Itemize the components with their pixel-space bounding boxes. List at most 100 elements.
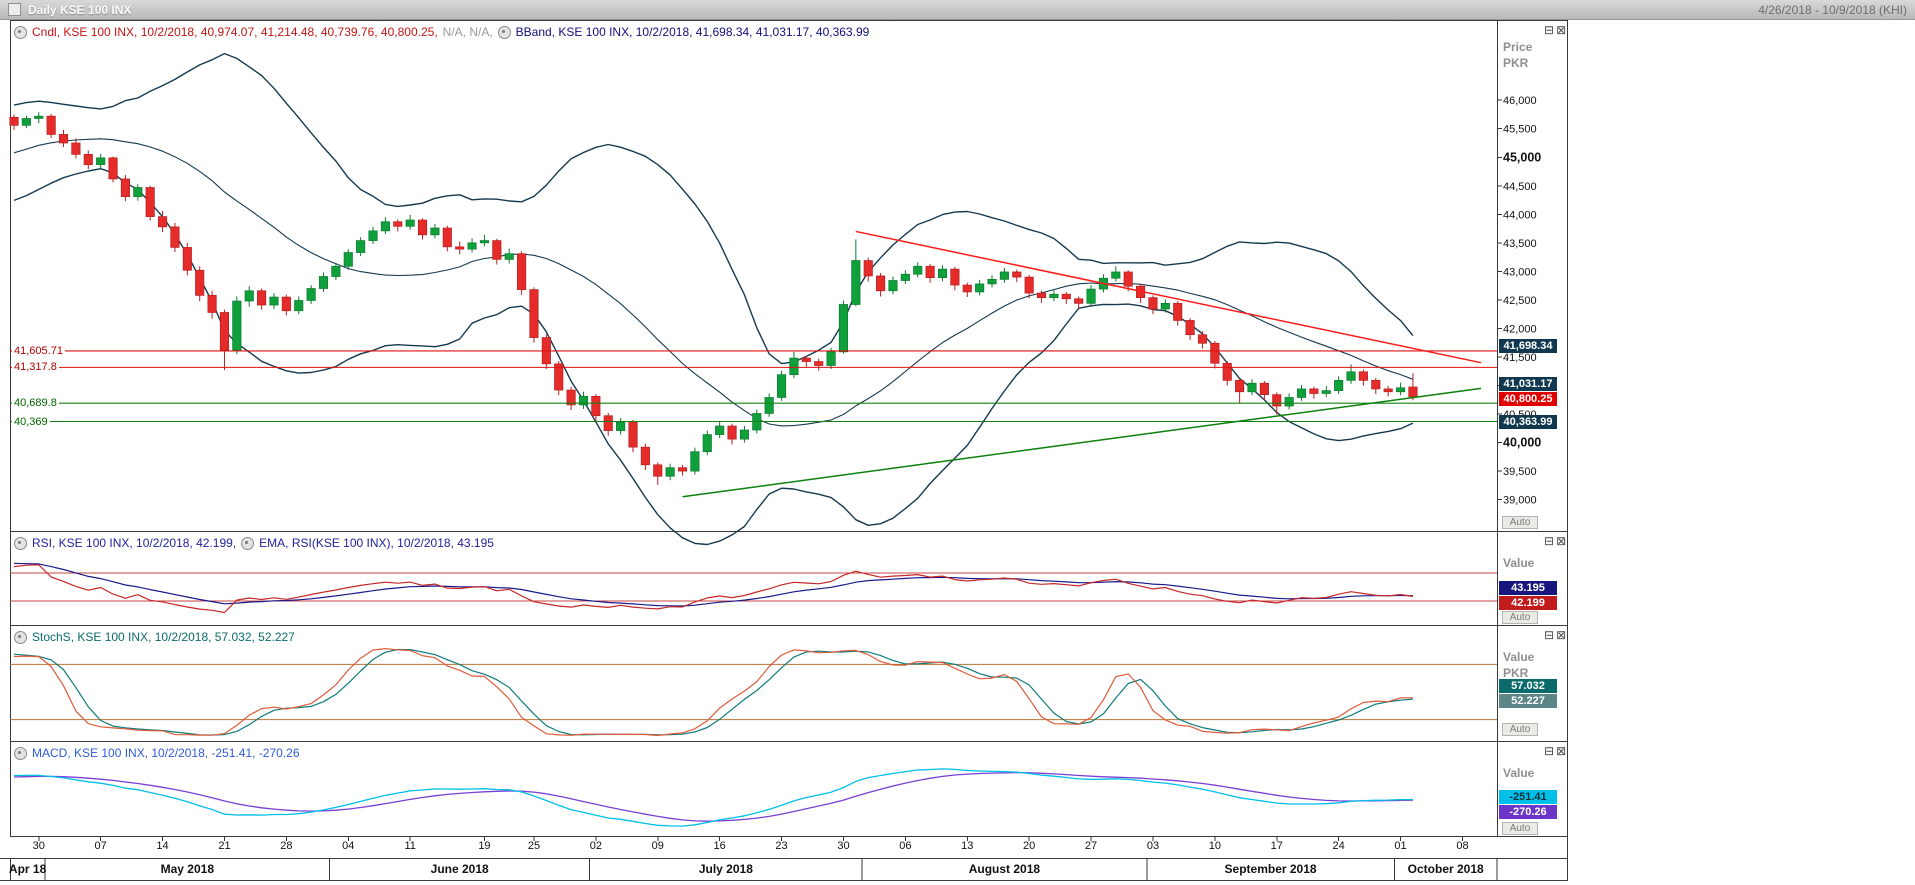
price-tick-label: 45,500 <box>1503 124 1537 136</box>
date-tick-label: 24 <box>1332 840 1345 852</box>
support-line-label[interactable]: 40,689.8 <box>12 396 59 411</box>
series-flag-icon[interactable] <box>14 536 27 550</box>
macd-axis-auto-button[interactable]: Auto <box>1502 822 1538 835</box>
close-pane-icon[interactable]: ⊠ <box>1556 628 1569 642</box>
month-label: October 2018 <box>1407 862 1484 876</box>
series-flag-icon[interactable] <box>14 25 27 39</box>
price-tick-label: 45,000 <box>1503 150 1541 164</box>
trendline-downtrend[interactable] <box>855 230 1482 364</box>
minimize-pane-icon[interactable]: ⊟ <box>1544 23 1557 37</box>
price-tick-label: 46,000 <box>1503 95 1537 107</box>
close-pane-icon[interactable]: ⊠ <box>1556 23 1569 37</box>
date-tick-label: 06 <box>899 840 912 852</box>
series-flag-icon[interactable] <box>14 746 27 760</box>
price-tick-label: 39,000 <box>1503 495 1537 507</box>
legend-rsi[interactable]: RSI, KSE 100 INX, 10/2/2018, 42.199, <box>32 536 237 550</box>
price-axis-unit: PKR <box>1503 56 1529 70</box>
date-tick-label: 09 <box>651 840 664 852</box>
resistance-line-label[interactable]: 41,317.8 <box>12 360 59 375</box>
date-tick-label: 11 <box>404 840 416 852</box>
month-label: June 2018 <box>430 862 489 876</box>
price-tick-label: 42,500 <box>1503 295 1537 307</box>
main-pane-buttons[interactable]: ⊟⊠ <box>1544 24 1568 37</box>
axis-value-box: 43.195 <box>1499 581 1557 595</box>
month-label: Apr 18 <box>8 862 47 876</box>
legend-rsi-ema[interactable]: EMA, RSI(KSE 100 INX), 10/2/2018, 43.195 <box>259 536 494 550</box>
titlebar-date-range: 4/26/2018 - 10/9/2018 (KHI) <box>1758 2 1907 17</box>
price-tick-label: 39,500 <box>1503 466 1537 478</box>
date-tick-label: 13 <box>961 840 974 852</box>
titlebar: Daily KSE 100 INX 4/26/2018 - 10/9/2018 … <box>0 0 1915 20</box>
macd-pane-legend: MACD, KSE 100 INX, 10/2/2018, -251.41, -… <box>14 746 305 760</box>
series-flag-icon[interactable] <box>14 630 27 644</box>
stoch-axis-auto-button[interactable]: Auto <box>1502 723 1538 736</box>
minimize-pane-icon[interactable]: ⊟ <box>1544 534 1557 548</box>
legend-cndl-na: N/A, N/A, <box>442 25 493 39</box>
price-tick-label: 44,000 <box>1503 209 1537 221</box>
date-tick-label: 20 <box>1023 840 1036 852</box>
price-tick-label: 44,500 <box>1503 181 1537 193</box>
close-pane-icon[interactable]: ⊠ <box>1556 744 1569 758</box>
stoch-axis-title: Value <box>1503 650 1535 664</box>
date-tick-label: 16 <box>713 840 726 852</box>
rsi-axis-auto-button[interactable]: Auto <box>1502 611 1538 624</box>
axis-value-box: 41,698.34 <box>1499 338 1557 353</box>
axis-value-box: -270.26 <box>1499 805 1557 820</box>
date-tick-label: 01 <box>1394 840 1407 852</box>
month-label: September 2018 <box>1224 862 1317 876</box>
legend-stoch[interactable]: StochS, KSE 100 INX, 10/2/2018, 57.032, … <box>32 630 295 644</box>
stoch-pane-buttons[interactable]: ⊟⊠ <box>1544 629 1568 642</box>
minimize-pane-icon[interactable]: ⊟ <box>1544 744 1557 758</box>
macd-pane-buttons[interactable]: ⊟⊠ <box>1544 745 1568 758</box>
price-axis-title: Price <box>1503 40 1533 54</box>
price-tick-label: 41,500 <box>1503 352 1537 364</box>
date-tick-label: 30 <box>32 840 45 852</box>
stoch-d-line <box>13 648 1413 736</box>
trendline-uptrend[interactable] <box>682 387 1482 498</box>
date-tick-label: 30 <box>837 840 850 852</box>
legend-bband[interactable]: BBand, KSE 100 INX, 10/2/2018, 41,698.34… <box>515 25 870 39</box>
main-pane-legend: Cndl, KSE 100 INX, 10/2/2018, 40,974.07,… <box>14 25 874 39</box>
rsi-line <box>13 564 1413 614</box>
close-pane-icon[interactable]: ⊠ <box>1556 534 1569 548</box>
candlestick-series <box>9 112 1418 485</box>
axis-value-box: 52.227 <box>1499 693 1557 708</box>
stoch-k-line <box>13 647 1413 737</box>
bband-upper-line <box>13 52 1414 365</box>
rsi-axis-title: Value <box>1503 556 1535 570</box>
resistance-line-label[interactable]: 41,605.71 <box>12 343 65 358</box>
price-tick-label: 43,500 <box>1503 238 1537 250</box>
support-line-label[interactable]: 40,369 <box>12 414 50 429</box>
date-tick-label: 17 <box>1270 840 1283 852</box>
rsi-pane-buttons[interactable]: ⊟⊠ <box>1544 535 1568 548</box>
window-icon <box>8 3 21 16</box>
month-label: August 2018 <box>968 862 1041 876</box>
axis-value-box: -251.41 <box>1499 790 1557 805</box>
macd-line <box>13 768 1413 827</box>
price-tick-label: 40,000 <box>1503 436 1541 450</box>
legend-cndl[interactable]: Cndl, KSE 100 INX, 10/2/2018, 40,974.07,… <box>32 25 438 39</box>
price-axis-auto-button[interactable]: Auto <box>1502 516 1538 529</box>
rsi-ema-line <box>13 562 1413 607</box>
stoch-axis-unit: PKR <box>1503 666 1529 680</box>
legend-macd[interactable]: MACD, KSE 100 INX, 10/2/2018, -251.41, -… <box>32 746 300 760</box>
month-label: May 2018 <box>160 862 214 876</box>
month-label: July 2018 <box>698 862 753 876</box>
price-tick-label: 43,000 <box>1503 266 1537 278</box>
macd-axis-title: Value <box>1503 766 1535 780</box>
pane-borders <box>0 20 1568 881</box>
date-tick-label: 04 <box>342 840 355 852</box>
price-tick-label: 42,000 <box>1503 323 1537 335</box>
date-tick-label: 28 <box>280 840 293 852</box>
date-tick-label: 14 <box>156 840 169 852</box>
window-title: Daily KSE 100 INX <box>28 2 132 17</box>
axis-value-box: 57.032 <box>1499 678 1557 693</box>
date-tick-label: 19 <box>478 840 491 852</box>
minimize-pane-icon[interactable]: ⊟ <box>1544 628 1557 642</box>
date-tick-label: 23 <box>775 840 788 852</box>
series-flag-icon[interactable] <box>241 536 255 550</box>
series-flag-icon[interactable] <box>497 25 511 39</box>
